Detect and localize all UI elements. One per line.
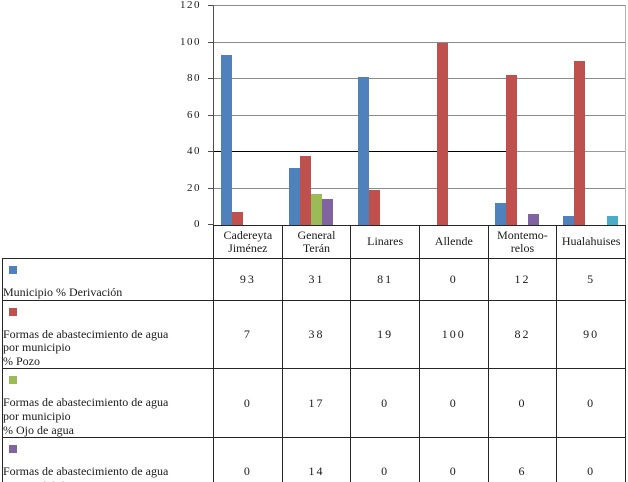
series-marker-icon bbox=[9, 307, 17, 316]
y-axis-tick-label: 0 bbox=[194, 218, 201, 230]
table-cell-value: 0 bbox=[350, 368, 420, 439]
series-name: Formas de abastecimiento de agua por mun… bbox=[3, 464, 169, 482]
y-axis-tick-mark bbox=[208, 114, 213, 116]
table-cell-value: 6 bbox=[487, 437, 558, 482]
table-cell-value: 5 bbox=[556, 258, 626, 301]
plot-area bbox=[213, 5, 626, 226]
y-axis-tick-label: 80 bbox=[187, 72, 201, 84]
bar bbox=[437, 42, 449, 225]
bar bbox=[322, 199, 334, 225]
y-axis-tick-mark bbox=[208, 5, 213, 6]
table-cell-value: 0 bbox=[418, 437, 489, 482]
bar bbox=[220, 55, 232, 225]
table-cell-value: 0 bbox=[487, 368, 558, 439]
y-axis-tick-mark bbox=[208, 151, 213, 152]
table-cell-value: 90 bbox=[556, 299, 626, 370]
y-axis-tick-label: 60 bbox=[187, 108, 201, 121]
table-header-row: Cadereyta Jiménez General Terán Linares … bbox=[3, 225, 626, 259]
bar bbox=[368, 190, 380, 225]
bar-chart: 0 20 40 60 80 100 120 bbox=[0, 0, 628, 230]
series-name: Formas de abastecimiento de agua por mun… bbox=[3, 326, 169, 368]
table-corner-cell bbox=[3, 226, 214, 259]
column-header-municipality: General Terán bbox=[281, 225, 352, 259]
bar bbox=[494, 203, 506, 225]
table-row: Formas de abastecimiento de agua por mun… bbox=[2, 299, 626, 370]
table-row: Municipio % Derivación 93 31 81 0 12 5 bbox=[2, 258, 626, 301]
y-axis-tick-label: 100 bbox=[180, 35, 201, 48]
table-cell-value: 0 bbox=[418, 258, 489, 301]
gridline bbox=[214, 151, 625, 152]
gridline bbox=[214, 187, 625, 189]
column-header-municipality: Hualahuises bbox=[556, 225, 626, 259]
series-marker-icon bbox=[9, 376, 17, 385]
bar bbox=[574, 60, 586, 225]
series-name: Formas de abastecimiento de agua por mun… bbox=[3, 395, 169, 437]
table-cell-value: 0 bbox=[556, 437, 626, 482]
gridline bbox=[214, 41, 625, 43]
bar bbox=[607, 215, 619, 225]
table-cell-value: 0 bbox=[556, 368, 626, 439]
table-cell-value: 12 bbox=[487, 258, 558, 301]
table-cell-value: 14 bbox=[281, 437, 352, 482]
series-label: Formas de abastecimiento de agua por mun… bbox=[2, 368, 214, 439]
bar bbox=[300, 155, 312, 225]
bar bbox=[357, 77, 369, 225]
table-cell-value: 38 bbox=[281, 299, 352, 370]
y-axis-tick-mark bbox=[208, 78, 213, 79]
table-cell-value: 19 bbox=[350, 299, 420, 370]
bar bbox=[505, 75, 517, 225]
bar bbox=[289, 168, 301, 225]
gridline bbox=[214, 114, 625, 116]
table-cell-value: 0 bbox=[418, 368, 489, 439]
y-axis-tick-mark bbox=[208, 41, 213, 43]
series-label: Formas de abastecimiento de agua por mun… bbox=[2, 437, 214, 482]
bar bbox=[231, 212, 243, 225]
table-cell-value: 82 bbox=[487, 299, 558, 370]
y-axis-tick-mark bbox=[208, 224, 213, 225]
bar bbox=[311, 193, 323, 225]
table-cell-value: 17 bbox=[281, 368, 352, 439]
column-header-municipality: Allende bbox=[418, 225, 489, 259]
column-header-municipality: Linares bbox=[350, 225, 420, 259]
column-header-municipality: Cadereyta Jiménez bbox=[213, 225, 283, 259]
y-axis-tick-label: 40 bbox=[187, 145, 201, 157]
table-cell-value: 0 bbox=[350, 437, 420, 482]
bar bbox=[527, 214, 539, 225]
bar bbox=[563, 215, 575, 225]
y-axis-tick-label: 120 bbox=[180, 0, 201, 11]
y-axis: 0 20 40 60 80 100 120 bbox=[0, 0, 213, 230]
series-label: Municipio % Derivación bbox=[2, 258, 214, 301]
table-cell-value: 93 bbox=[213, 258, 283, 301]
data-table: Cadereyta Jiménez General Terán Linares … bbox=[2, 225, 626, 482]
series-marker-icon bbox=[9, 445, 17, 454]
column-header-municipality: Montemo- relos bbox=[487, 225, 558, 259]
series-marker-icon bbox=[9, 266, 17, 274]
table-cell-value: 100 bbox=[418, 299, 489, 370]
y-axis-tick-label: 20 bbox=[187, 181, 201, 194]
table-row: Formas de abastecimiento de agua por mun… bbox=[2, 368, 626, 439]
table-cell-value: 0 bbox=[213, 437, 283, 482]
series-label: Formas de abastecimiento de agua por mun… bbox=[2, 299, 214, 370]
gridline bbox=[214, 78, 625, 79]
series-name: Municipio % Derivación bbox=[3, 285, 123, 300]
table-cell-value: 0 bbox=[213, 368, 283, 439]
table-cell-value: 31 bbox=[281, 258, 352, 301]
table-cell-value: 7 bbox=[213, 299, 283, 370]
table-row: Formas de abastecimiento de agua por mun… bbox=[2, 437, 626, 482]
table-cell-value: 81 bbox=[350, 258, 420, 301]
y-axis-tick-mark bbox=[208, 187, 213, 189]
